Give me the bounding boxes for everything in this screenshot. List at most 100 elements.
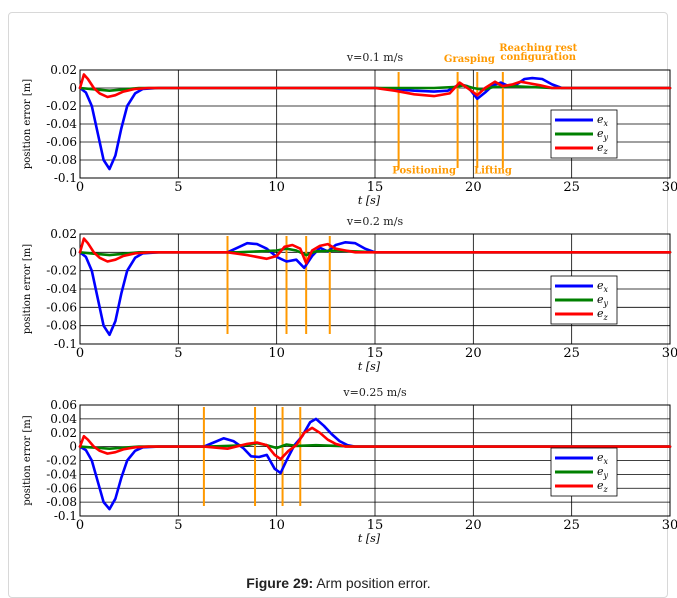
event-annotation: Reaching rest [499,43,577,54]
y-tick-label: 0.02 [50,227,77,241]
legend-label: ey [597,293,609,308]
series-line-ex [78,241,672,337]
y-tick-label: 0.04 [50,412,77,426]
x-tick-label: 15 [367,180,384,195]
chart-title: v=0.2 m/s [346,215,404,228]
legend-label-base: e [597,279,604,292]
caption-text: Arm position error. [316,575,431,591]
legend-label-subscript: y [603,133,609,142]
series-line-ez [78,426,672,461]
y-tick-label: -0.1 [54,509,77,523]
legend-label-base: e [597,451,604,464]
x-tick-label: 0 [76,518,84,533]
x-tick-label: 10 [268,518,285,533]
y-tick-label: 0 [69,245,77,259]
y-tick-label: -0.08 [46,153,77,167]
y-tick-label: 0 [69,440,77,454]
x-tick-label: 25 [563,518,580,533]
y-axis-label: position error [m] [22,244,33,334]
y-tick-label: -0.06 [46,481,77,495]
y-tick-label: -0.02 [46,454,77,468]
legend-label: ex [597,113,609,128]
legend-label-subscript: z [603,147,609,156]
x-tick-label: 25 [563,180,580,195]
series-line-ey [78,247,672,257]
legend-label: ey [597,127,609,142]
y-tick-label: 0 [69,81,77,95]
legend-label-subscript: x [604,119,609,128]
x-tick-label: 5 [174,518,182,533]
chart-panel-1: 0 5 10 15 20 25 30 0.02 0 -0.02 -0.04 -0.06 -0.08 -0.… [22,43,677,207]
y-tick-label: -0.08 [46,319,77,333]
series-line-ez [78,73,672,99]
legend-label: ex [597,279,609,294]
series-line-ex [78,76,672,171]
legend-label-base: e [597,141,604,154]
legend-label-subscript: x [604,457,609,466]
y-tick-label: 0.02 [50,426,77,440]
x-tick-label: 20 [465,346,482,361]
plot-frame [79,404,671,517]
x-tick-label: 15 [367,346,384,361]
x-axis-label: t [s] [358,532,381,545]
y-tick-label: -0.06 [46,300,77,314]
plot-frame [79,233,671,345]
x-tick-label: 15 [367,518,384,533]
legend-label-base: e [597,293,604,306]
legend-label-base: e [597,307,604,320]
legend-label-subscript: y [603,299,609,308]
legend-label: ez [597,307,609,322]
y-tick-label: 0.02 [50,63,77,77]
chart-panel-3: 0 5 10 15 20 25 300.060.040.020-0.02-0.04-0.06… [22,386,677,545]
y-tick-label: 0.06 [50,398,77,412]
y-tick-label: -0.04 [46,282,77,296]
x-tick-label: 20 [465,518,482,533]
y-tick-label: -0.04 [46,117,77,131]
series-line-ez [78,237,672,265]
legend-label-base: e [597,465,604,478]
series-line-ex [78,417,672,511]
x-tick-label: 10 [268,180,285,195]
event-annotation: Positioning [392,166,456,177]
x-tick-label: 0 [76,346,84,361]
x-tick-label: 10 [268,346,285,361]
x-tick-label: 30 [662,180,677,195]
legend-label-subscript: z [603,313,609,322]
event-annotation: configuration [500,52,576,63]
chart-title: v=0.25 m/s [342,386,407,399]
y-tick-label: -0.04 [46,467,77,481]
legend-label-subscript: x [604,285,609,294]
event-annotation: Lifting [474,166,512,177]
chart-panel-2: 0 5 10 15 20 25 30 0.02 0 -0.02 -0.04 -0.06 -0.08 -0.… [22,215,677,373]
x-axis-label: t [s] [358,360,381,373]
x-tick-label: 20 [465,180,482,195]
y-tick-label: -0.1 [54,171,77,185]
x-tick-label: 5 [174,180,182,195]
x-tick-label: 30 [662,346,677,361]
x-axis-label: t [s] [358,194,381,207]
x-tick-label: 5 [174,346,182,361]
legend-label-subscript: y [603,471,609,480]
y-axis-label: position error [m] [22,79,33,169]
legend-label-base: e [597,113,604,126]
y-axis-label: position error [m] [22,415,33,505]
figure-caption: Figure 29: Arm position error. [0,575,677,591]
x-tick-label: 25 [563,346,580,361]
legend-label: ex [597,451,609,466]
event-annotation: Grasping [444,54,495,65]
y-tick-label: -0.02 [46,264,77,278]
legend-label-base: e [597,127,604,140]
x-tick-label: 30 [662,518,677,533]
caption-label: Figure 29: [246,575,314,591]
legend-label-subscript: z [603,485,609,494]
plot-frame [79,69,671,179]
y-tick-label: -0.08 [46,495,77,509]
y-tick-label: -0.1 [54,337,77,351]
legend-label: ez [597,141,609,156]
y-tick-label: -0.06 [46,135,77,149]
y-tick-label: -0.02 [46,99,77,113]
